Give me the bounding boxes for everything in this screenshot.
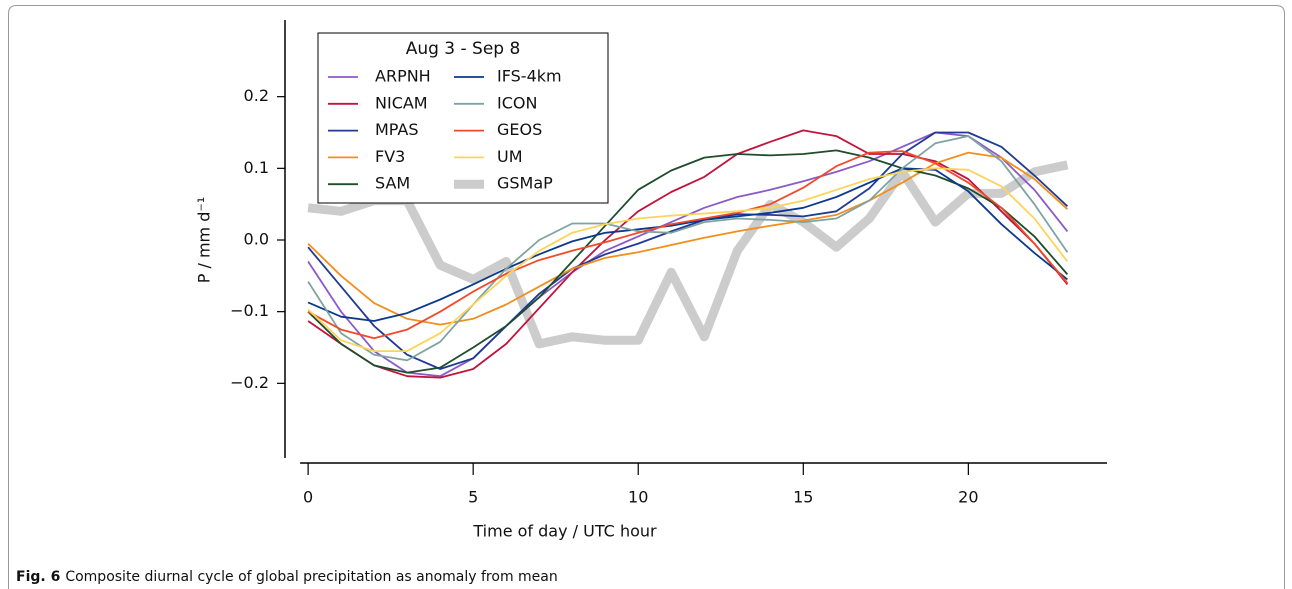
legend-title: Aug 3 - Sep 8	[406, 39, 521, 59]
legend-frame	[317, 32, 609, 204]
legend-label: SAM	[375, 174, 410, 193]
legend-label: MPAS	[375, 120, 419, 139]
series-line	[307, 129, 1069, 379]
series-line	[307, 167, 1069, 352]
y-tick-label: −0.1	[230, 301, 269, 320]
series-line	[307, 167, 1068, 322]
x-axis-label: Time of day / UTC hour	[472, 522, 657, 541]
x-tick-label: 0	[303, 488, 313, 507]
x-tick-label: 15	[793, 488, 813, 507]
legend-label: GSMaP	[497, 174, 553, 193]
series-line	[307, 160, 1069, 349]
y-tick-label: 0.1	[244, 158, 269, 177]
legend-label: ARPNH	[375, 67, 431, 86]
series-line	[307, 149, 1069, 374]
y-axis-label: P / mm d⁻¹	[195, 197, 214, 283]
caption: Fig. 6 Composite diurnal cycle of global …	[16, 569, 558, 585]
series-line	[307, 135, 1069, 362]
legend-label: GEOS	[497, 120, 542, 139]
x-tick-label: 20	[958, 488, 978, 507]
x-tick-label: 5	[468, 488, 478, 507]
x-tick-label: 10	[628, 488, 648, 507]
series-line	[307, 150, 1069, 340]
legend: Aug 3 - Sep 8 ARPNH NICAM MPAS FV3 SAM IFS-4k…	[317, 32, 609, 204]
series-line	[307, 131, 1069, 370]
y-tick-label: −0.2	[230, 373, 269, 392]
series-line	[307, 151, 1069, 326]
y-tick-label: 0.2	[244, 86, 269, 105]
y-tick-label: 0.0	[244, 230, 269, 249]
legend-label: UM	[497, 147, 523, 166]
legend-label: NICAM	[375, 93, 428, 112]
caption-text: Composite diurnal cycle of global precip…	[65, 569, 557, 585]
legend-label: FV3	[375, 147, 405, 166]
figure-frame	[8, 5, 1285, 589]
caption-label: Fig. 6	[16, 569, 60, 585]
plot-area: 0.2 0.1 0.0 −0.1 −0.2 0 5 10 15 20	[230, 20, 1107, 507]
legend-label: IFS-4km	[497, 67, 562, 86]
legend-label: ICON	[497, 93, 537, 112]
